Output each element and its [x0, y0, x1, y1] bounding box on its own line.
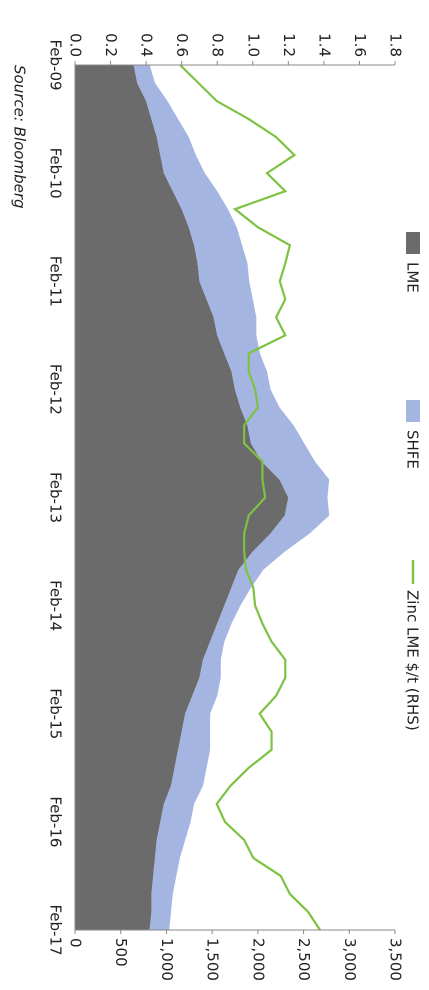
y-tick-label: 0.4	[138, 33, 156, 57]
y-tick-label: 0.8	[209, 33, 227, 57]
y2-tick-label: 1,500	[204, 938, 222, 981]
y2-tick-label: 1,000	[158, 938, 176, 981]
x-tick-label: Feb-13	[47, 472, 65, 523]
x-tick-label: Feb-17	[47, 904, 65, 955]
legend-swatch	[406, 232, 420, 254]
y-tick-label: 0.0	[67, 33, 85, 57]
y2-tick-label: 3,500	[387, 938, 405, 981]
legend-swatch	[406, 400, 420, 422]
legend-label: SHFE	[404, 430, 422, 469]
area	[75, 65, 289, 930]
x-tick-label: Feb-10	[47, 148, 65, 199]
x-tick-label: Feb-15	[47, 688, 65, 739]
area	[133, 65, 330, 930]
legend-label: Zinc LME $/t (RHS)	[404, 590, 422, 731]
x-tick-label: Feb-16	[47, 796, 65, 847]
x-tick-label: Feb-14	[47, 580, 65, 631]
y-tick-label: 1.8	[387, 33, 405, 57]
y2-tick-label: 0	[67, 938, 85, 948]
x-tick-label: Feb-09	[47, 39, 65, 90]
y-tick-label: 0.2	[102, 33, 120, 57]
rotated-chart: Source: Bloomberg 0.0 0.2 0.4 0.6 0.8 1.0 1.2 1…	[11, 33, 422, 981]
x-tick-label: Feb-12	[47, 364, 65, 415]
y2-tick-label: 2,000	[249, 938, 267, 981]
line	[179, 64, 321, 931]
y-tick-label: 1.6	[351, 33, 369, 57]
legend-label: LME	[404, 262, 422, 293]
y-tick-label: 0.6	[173, 33, 191, 57]
y2-tick-label: 500	[112, 938, 130, 967]
source-note: Source: Bloomberg	[11, 65, 29, 209]
y-tick-label: 1.4	[315, 33, 333, 57]
y-tick-label: 1.0	[244, 33, 262, 57]
y-tick-label: 1.2	[280, 33, 298, 57]
y2-tick-label: 2,500	[295, 938, 313, 981]
x-tick-label: Feb-11	[47, 256, 65, 307]
y2-tick-label: 3,000	[341, 938, 359, 981]
